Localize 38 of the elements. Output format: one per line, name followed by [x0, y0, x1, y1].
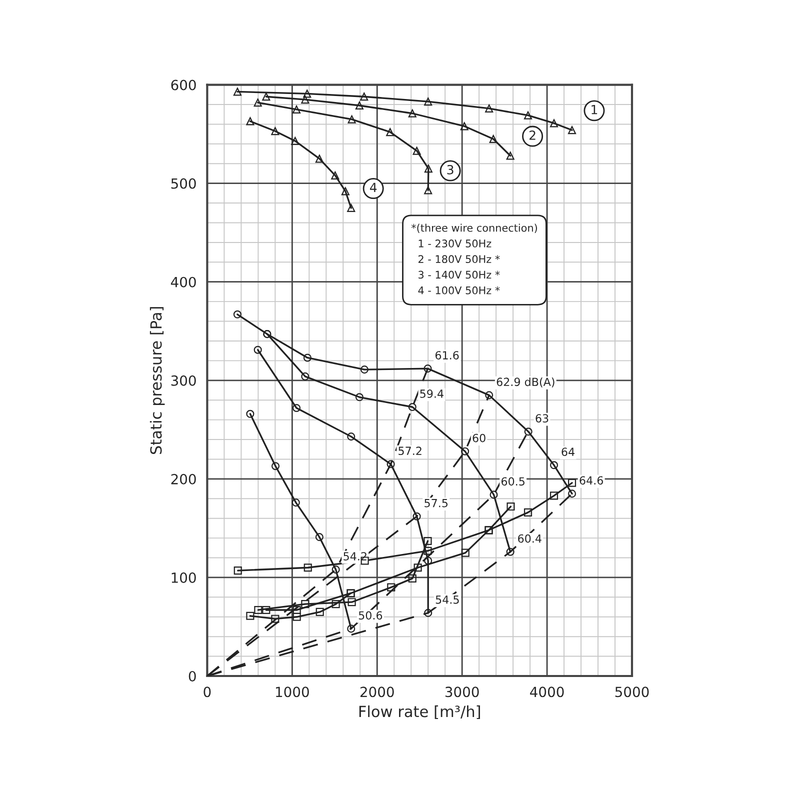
annotation: 61.6: [435, 351, 459, 360]
annotation: 64: [562, 448, 574, 456]
x-tick-label: 3000: [445, 686, 479, 698]
series-label: 4: [370, 182, 377, 192]
y-tick-label: 500: [171, 178, 196, 189]
x-tick-label: 2000: [360, 686, 394, 698]
annotation: 63: [536, 414, 548, 423]
y-tick-label: 100: [172, 572, 196, 583]
annotation: 3 - 140V 50Hz *: [418, 270, 500, 279]
annotation: 62.9 dB(A): [496, 377, 554, 388]
series-label: 2: [530, 130, 536, 140]
y-tick-label: 600: [171, 80, 196, 90]
annotation: 54.2: [344, 552, 366, 560]
annotation: *(three wire connection): [411, 224, 537, 234]
annotation: 60.4: [518, 534, 542, 543]
x-tick-label: 4000: [530, 686, 564, 698]
annotation: 57.5: [424, 499, 448, 508]
annotation: 59.4: [420, 390, 444, 398]
annotation: 1 - 230V 50Hz: [418, 240, 492, 248]
annotation: 64.6: [580, 476, 604, 485]
y-tick-label: 0: [188, 670, 196, 682]
annotation: 50.6: [358, 611, 382, 620]
series-label: 1: [592, 105, 598, 114]
x-tick-label: 5000: [615, 686, 649, 698]
annotation: 57.2: [398, 446, 422, 456]
annotation: 60.5: [501, 477, 524, 486]
x-axis-title: Flow rate [m³/h]: [359, 705, 480, 720]
annotation: 54.5: [436, 596, 459, 604]
series-label: 3: [447, 164, 454, 174]
y-tick-label: 200: [171, 474, 196, 484]
annotation: 4 - 100V 50Hz *: [418, 286, 500, 294]
annotation: 60: [472, 434, 486, 442]
annotation: 2 - 180V 50Hz *: [418, 255, 500, 264]
x-tick-label: 0: [204, 686, 211, 698]
y-axis-title: Static pressure [Pa]: [150, 307, 165, 454]
x-tick-label: 1000: [276, 686, 309, 698]
y-tick-label: 400: [170, 276, 196, 288]
y-tick-label: 300: [171, 375, 196, 386]
